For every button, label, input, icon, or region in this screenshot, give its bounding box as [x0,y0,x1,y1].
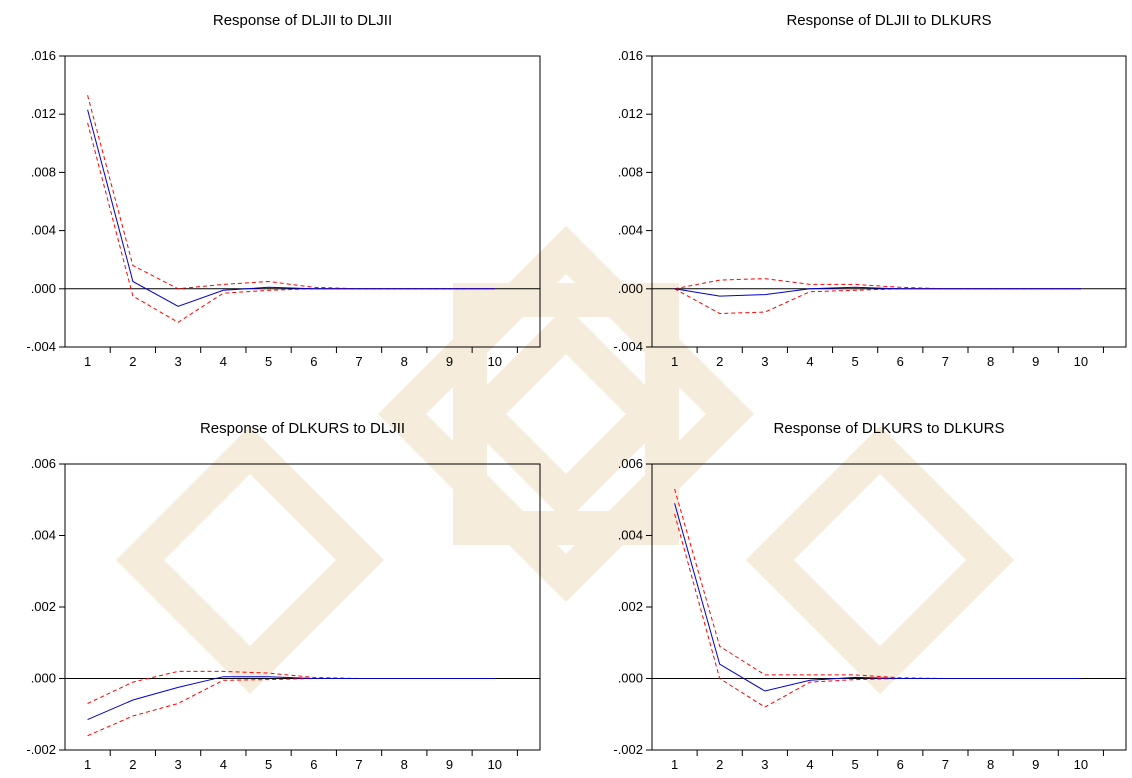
confidence-band-line [87,122,495,323]
confidence-band-line [87,678,495,737]
x-tick-label: 7 [942,757,949,772]
y-tick-label: .012 [31,106,56,121]
chart-panel-4: Response of DLKURS to DLKURS -.002 .000 .00… [613,420,1127,772]
x-tick-label: 6 [310,757,317,772]
x-tick-label: 10 [1074,757,1088,772]
x-tick-label: 4 [806,757,813,772]
x-tick-label: 8 [987,354,994,369]
x-tick-label: 9 [1032,354,1039,369]
chart-panel-1: Response of DLJII to DLJII -.004 .000 .004.… [26,12,541,369]
x-tick-label: 3 [761,354,768,369]
y-tick-label: .004 [31,528,56,543]
y-tick-label: .002 [618,599,643,614]
plot-frame [64,55,541,348]
response-line [674,503,1081,692]
x-tick-label: 5 [265,757,272,772]
y-tick-label: .008 [618,164,643,179]
y-tick-label: .000 [618,671,643,686]
x-tick-label: 10 [488,757,502,772]
y-tick-label: .000 [618,281,643,296]
y-tick-label: .006 [31,456,56,471]
chart-title: Response of DLJII to DLKURS [786,12,991,29]
chart-panel-3: Response of DLKURS to DLJII -.002 .000 .002… [26,420,541,772]
y-tick-label: .004 [31,223,56,238]
confidence-band-line [674,288,1081,315]
x-tick-label: 9 [446,354,453,369]
x-tick-label: 4 [220,354,227,369]
x-tick-label: 5 [852,354,859,369]
x-tick-label: 6 [897,354,904,369]
y-tick-label: .000 [31,671,56,686]
x-tick-label: 6 [310,354,317,369]
x-tick-label: 7 [942,354,949,369]
chart-title: Response of DLJII to DLJII [213,12,392,29]
x-tick-label: 8 [401,757,408,772]
response-line [674,286,1081,297]
confidence-band-line [87,95,495,290]
y-tick-label: -.002 [613,742,643,757]
y-tick-label: -.002 [26,742,56,757]
x-tick-label: 1 [671,354,678,369]
y-tick-label: .004 [618,528,643,543]
x-tick-label: 1 [84,354,91,369]
response-line [87,676,495,721]
x-tick-label: 7 [355,757,362,772]
plot-frame [651,463,1127,751]
y-tick-label: -.004 [26,339,56,354]
plot-frame [651,55,1127,348]
x-tick-label: 2 [716,757,723,772]
x-tick-label: 2 [716,354,723,369]
x-tick-label: 1 [671,757,678,772]
y-tick-label: .002 [31,599,56,614]
x-tick-label: 9 [1032,757,1039,772]
x-tick-label: 9 [446,757,453,772]
y-tick-label: .006 [618,456,643,471]
y-tick-label: -.004 [613,339,643,354]
y-tick-label: .012 [618,106,643,121]
x-tick-label: 10 [488,354,502,369]
x-tick-label: 5 [852,757,859,772]
y-tick-label: .000 [31,281,56,296]
y-tick-label: .016 [31,48,56,63]
x-tick-label: 6 [897,757,904,772]
confidence-band-line [674,278,1081,290]
x-tick-label: 1 [84,757,91,772]
x-tick-label: 3 [761,757,768,772]
panels-container: Response of DLJII to DLJII -.004 .000 .004.… [26,12,1127,772]
x-tick-label: 5 [265,354,272,369]
x-tick-label: 3 [174,354,181,369]
x-tick-label: 3 [174,757,181,772]
response-line [87,109,495,307]
x-tick-label: 2 [129,354,136,369]
y-tick-label: .016 [618,48,643,63]
x-tick-label: 2 [129,757,136,772]
chart-title: Response of DLKURS to DLJII [200,420,405,437]
x-tick-label: 4 [220,757,227,772]
x-tick-label: 8 [401,354,408,369]
x-tick-label: 4 [806,354,813,369]
x-tick-label: 7 [355,354,362,369]
chart-panel-2: Response of DLJII to DLKURS -.004 .000 .004… [613,12,1127,369]
y-tick-label: .008 [31,164,56,179]
confidence-band-line [87,670,495,704]
y-tick-label: .004 [618,223,643,238]
x-tick-label: 10 [1074,354,1088,369]
watermark-emblem [115,225,1015,695]
chart-title: Response of DLKURS to DLKURS [774,420,1005,437]
x-tick-label: 8 [987,757,994,772]
